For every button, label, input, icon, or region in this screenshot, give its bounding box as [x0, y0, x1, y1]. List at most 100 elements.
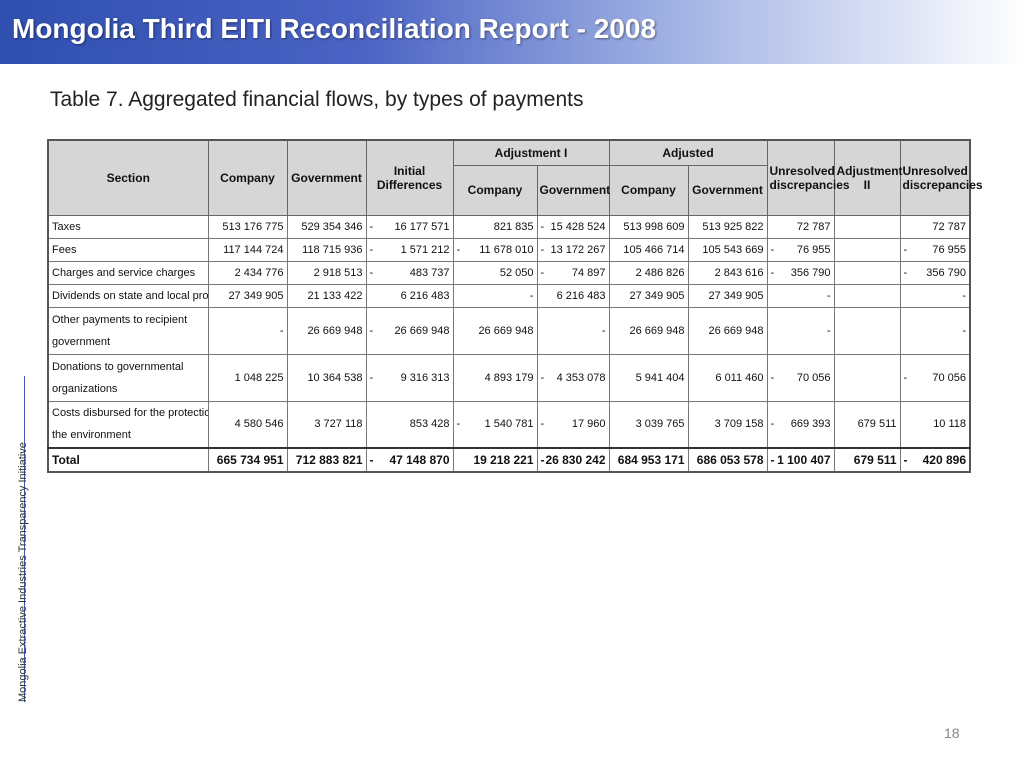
government-cell: 3 727 118	[286, 400, 367, 449]
section-label-cell: Charges and service charges	[47, 260, 209, 285]
header-adjustment-i: Adjustment I	[452, 139, 610, 166]
adj1-company-cell: 52 050	[452, 260, 538, 285]
government-cell: 26 669 948	[286, 306, 367, 355]
section-label-line: Donations to governmental	[52, 360, 184, 373]
cell-value: 52 050	[499, 266, 534, 279]
negative-sign: -	[369, 266, 374, 279]
adjusted-company-cell: 2 486 826	[608, 260, 689, 285]
unresolved-cell: - 669 393	[766, 400, 835, 449]
cell-value: 1 571 212	[400, 243, 450, 256]
negative-sign: -	[456, 243, 461, 256]
cell-value: 47 148 870	[389, 453, 450, 467]
header-government: Government	[286, 139, 367, 216]
adjusted-government-cell: 6 011 460	[687, 353, 768, 402]
cell-value: 4 353 078	[556, 371, 606, 384]
section-label-cell: Costs disbursed for the protection of the…	[47, 400, 209, 449]
cell-value: 6 216 483	[556, 289, 606, 302]
adjusted-company-cell: 5 941 404	[608, 353, 689, 402]
government-cell: 118 715 936	[286, 237, 367, 262]
cell-value: 2 486 826	[635, 266, 685, 279]
cell-value: -	[826, 324, 831, 337]
section-label-cell: Taxes	[47, 214, 209, 239]
section-label-cell: Fees	[47, 237, 209, 262]
section-label-line: the environment	[52, 429, 131, 442]
cell-value: 72 787	[796, 220, 831, 233]
cell-value: 513 998 609	[623, 220, 685, 233]
cell-value: 105 466 714	[623, 243, 685, 256]
cell-value: 513 176 775	[222, 220, 284, 233]
section-label-line: organizations	[52, 382, 118, 395]
cell-value: -	[529, 289, 534, 302]
cell-value: 483 737	[409, 266, 450, 279]
negative-sign: -	[369, 243, 374, 256]
company-cell: -	[207, 306, 288, 355]
cell-value: 853 428	[409, 418, 450, 431]
adj1-company-cell: - 1 540 781	[452, 400, 538, 449]
government-cell: 2 918 513	[286, 260, 367, 285]
initial-difference-cell: 6 216 483	[365, 283, 454, 308]
adj1-company-cell: 821 835	[452, 214, 538, 239]
cell-value: 26 669 948	[394, 324, 450, 337]
unresolved-final-cell: -420 896	[899, 447, 971, 473]
cell-value: 76 955	[796, 243, 831, 256]
cell-value: 686 053 578	[696, 453, 764, 467]
unresolved-final-cell: - 76 955	[899, 237, 971, 262]
cell-value: 420 896	[922, 453, 967, 467]
cell-value: 712 883 821	[295, 453, 363, 467]
adj1-government-cell: -15 428 524	[536, 214, 610, 239]
header-company: Company	[207, 139, 288, 216]
cell-value: 513 925 822	[702, 220, 764, 233]
cell-value: 6 216 483	[400, 289, 450, 302]
section-label-line: Other payments to recipient	[52, 313, 188, 326]
negative-sign: -	[540, 243, 545, 256]
header-unresolved-discrepancies-final: Unresolved discrepancies	[899, 139, 983, 216]
cell-value: 26 669 948	[708, 324, 764, 337]
section-label-line: Taxes	[52, 220, 81, 233]
cell-value: 76 955	[932, 243, 967, 256]
table-row: Fees 117 144 724 118 715 936-1 571 212-11 …	[47, 237, 971, 262]
header-adjustment-ii: Adjustment II	[833, 139, 903, 216]
initial-difference-cell: 853 428	[365, 400, 454, 449]
cell-value: 10 118	[933, 418, 967, 431]
financial-flows-table: Section Company Government Initial Diffe…	[47, 139, 983, 473]
negative-sign: -	[369, 453, 374, 467]
total-label: Total	[47, 447, 209, 473]
unresolved-cell: - 70 056	[766, 353, 835, 402]
unresolved-cell: -	[766, 283, 835, 308]
adj1-company-cell: 4 893 179	[452, 353, 538, 402]
company-cell: 117 144 724	[207, 237, 288, 262]
cell-value: 74 897	[571, 266, 606, 279]
sidebar-organization-label: Mongolia Extractive Industries Transpare…	[17, 442, 29, 702]
section-label-line: Dividends on state and local property	[52, 289, 208, 302]
cell-value: 6 011 460	[715, 371, 764, 384]
adjustment-ii-cell	[833, 260, 901, 285]
cell-value: -	[279, 324, 284, 337]
negative-sign: -	[369, 324, 374, 337]
table-caption: Table 7. Aggregated financial flows, by …	[50, 88, 584, 111]
cell-value: 19 218 221	[473, 453, 534, 467]
cell-value: 4 893 179	[484, 371, 534, 384]
cell-value: 665 734 951	[216, 453, 284, 467]
negative-sign: -	[540, 266, 545, 279]
adjusted-company-cell: 27 349 905	[608, 283, 689, 308]
cell-value: 529 354 346	[301, 220, 363, 233]
initial-difference-cell: - 483 737	[365, 260, 454, 285]
cell-value: 3 039 765	[635, 418, 685, 431]
cell-value: 3 709 158	[714, 418, 764, 431]
unresolved-cell: 72 787	[766, 214, 835, 239]
section-label-line: government	[52, 335, 111, 348]
unresolved-final-cell: - 356 790	[899, 260, 971, 285]
cell-value: 117 144 724	[223, 243, 284, 256]
slide-title: Mongolia Third EITI Reconciliation Repor…	[12, 13, 657, 44]
cell-value: 679 511	[853, 453, 897, 467]
negative-sign: -	[903, 266, 908, 279]
adjustment-ii-cell	[833, 214, 901, 239]
header-unresolved-discrepancies: Unresolved discrepancies	[766, 139, 850, 216]
header-section: Section	[47, 139, 209, 216]
adjusted-company-cell: 26 669 948	[608, 306, 689, 355]
cell-value: 15 428 524	[550, 220, 606, 233]
cell-value: 105 543 669	[702, 243, 764, 256]
section-label-cell: Dividends on state and local property	[47, 283, 209, 308]
adjustment-ii-cell	[833, 353, 901, 402]
page-number: 18	[944, 725, 960, 741]
